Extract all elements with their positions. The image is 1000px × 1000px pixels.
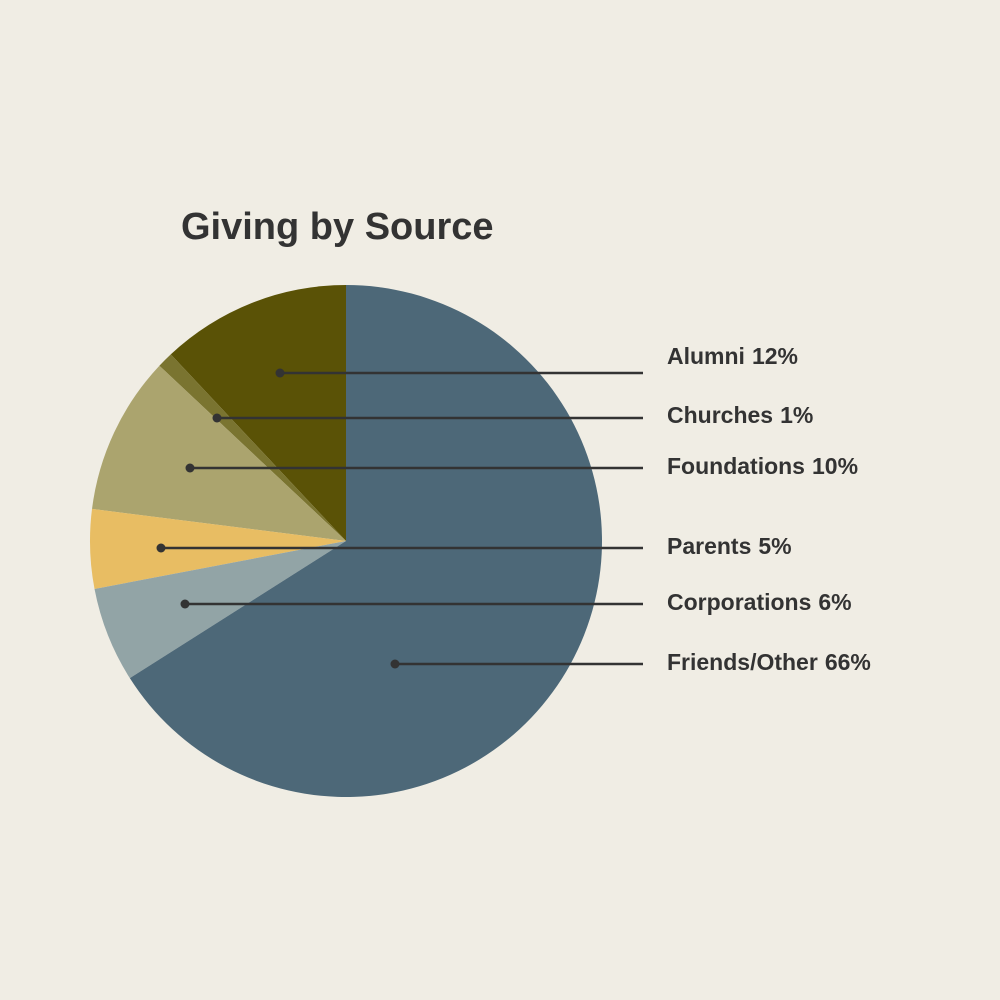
leader-dot: [275, 368, 285, 378]
category-name: Foundations: [667, 453, 805, 479]
pie-slice: [129, 285, 603, 798]
value-label: 12%: [752, 343, 798, 369]
category-name: Corporations: [667, 589, 811, 615]
value-label: 1%: [780, 402, 813, 428]
pie-slice: [94, 541, 347, 679]
data-label: Corporations 6%: [667, 589, 852, 615]
leader-dot: [180, 599, 190, 609]
data-label: Parents 5%: [667, 533, 792, 559]
value-label: 10%: [812, 453, 858, 479]
leader-dot: [390, 659, 400, 669]
value-label: 6%: [818, 589, 851, 615]
pie-slice: [92, 365, 346, 541]
pie-slice: [159, 354, 346, 541]
data-label: Alumni 12%: [667, 343, 798, 369]
leader-dot: [212, 413, 222, 423]
leader-dot: [156, 543, 166, 553]
value-label: 5%: [758, 533, 791, 559]
leader-dot: [185, 463, 195, 473]
value-label: 66%: [825, 649, 871, 675]
chart-title: Giving by Source: [181, 206, 494, 248]
data-label: Friends/Other 66%: [667, 649, 871, 675]
legend: Alumni 12% Churches 1% Foundations 10% Parents…: [156, 343, 871, 675]
category-name: Churches: [667, 402, 773, 428]
pie: [90, 285, 603, 798]
category-name: Alumni: [667, 343, 745, 369]
data-label: Foundations 10%: [667, 453, 858, 479]
category-name: Friends/Other: [667, 649, 818, 675]
data-label: Churches 1%: [667, 402, 813, 428]
pie-slice: [170, 285, 346, 541]
category-name: Parents: [667, 533, 751, 559]
